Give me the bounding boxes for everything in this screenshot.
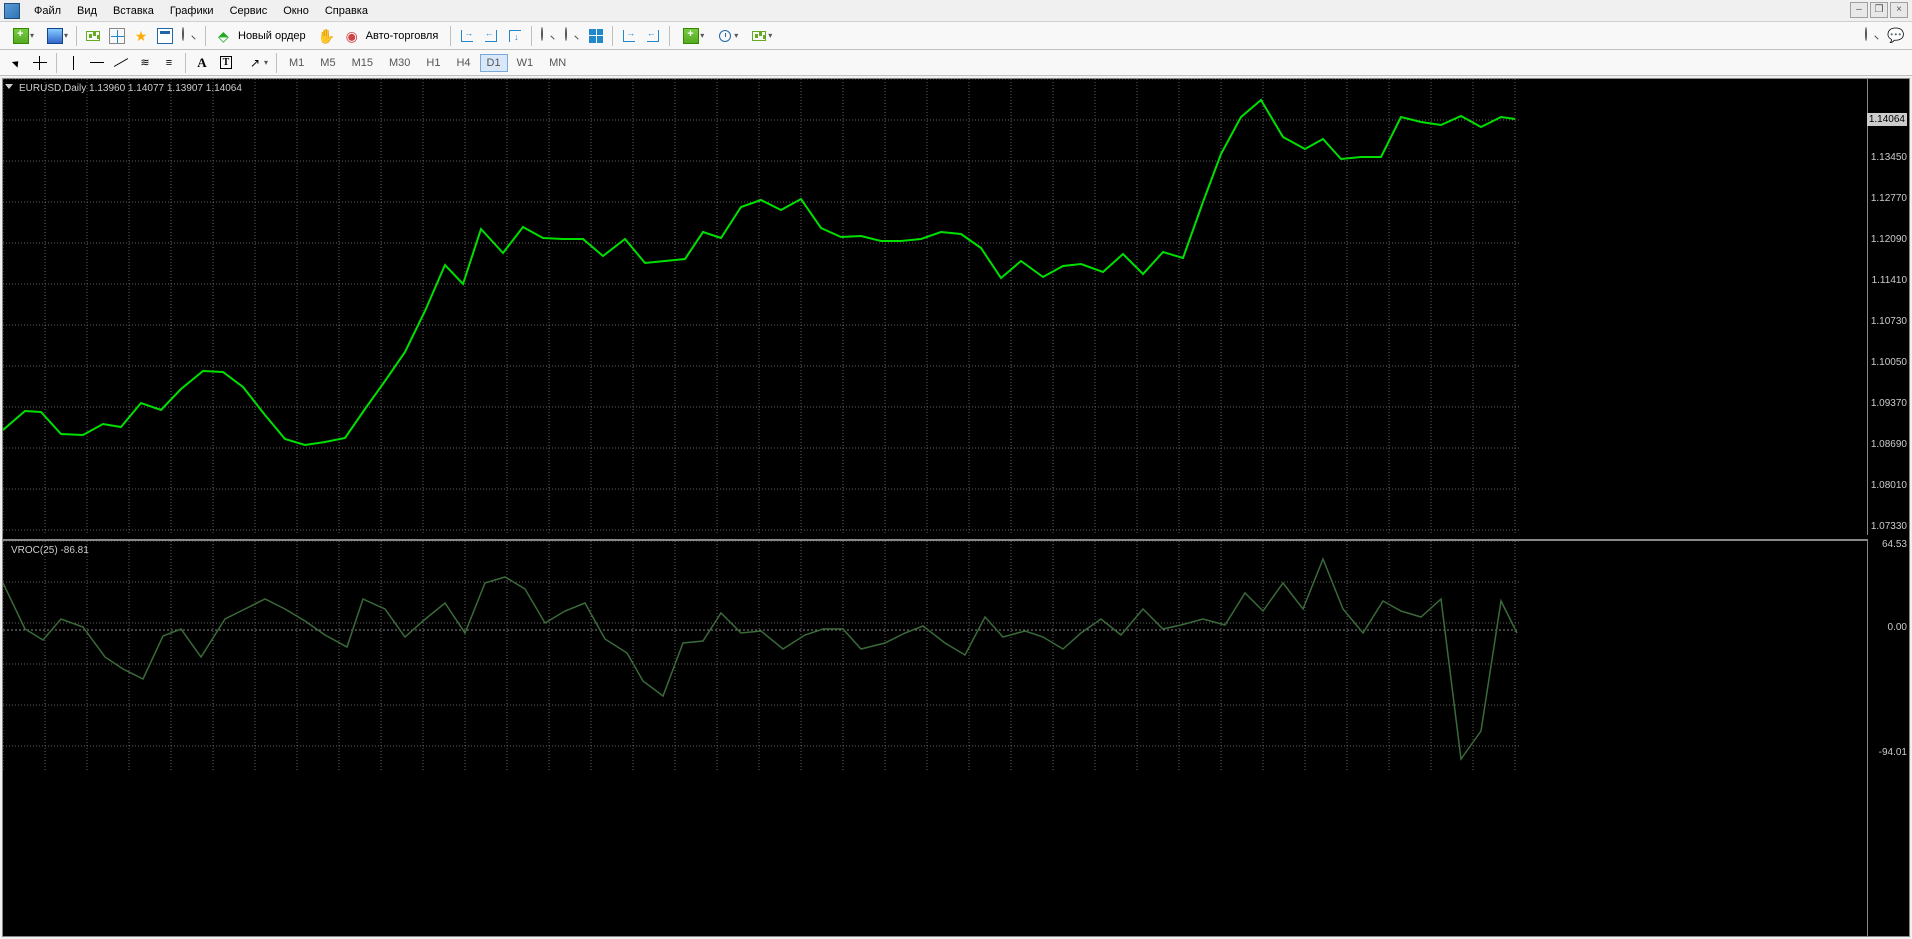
new-order-button[interactable]: ⬘Новый ордер — [211, 25, 313, 47]
menu-вставка[interactable]: Вставка — [105, 3, 162, 19]
price-tick: 1.13450 — [1871, 152, 1907, 163]
indicator-axis: 64.53 0.00 -94.01 — [1867, 539, 1909, 936]
chat-button[interactable]: 💬 — [1885, 25, 1907, 47]
timeframe-w1[interactable]: W1 — [510, 54, 541, 72]
fibonacci-tool[interactable]: ≡ — [158, 52, 180, 74]
price-axis: 1.14064 1.13450 1.12770 1.12090 1.11410 1.107… — [1867, 79, 1909, 535]
search-button[interactable] — [1861, 25, 1883, 47]
drawing-toolbar: ≋ ≡ A T ↗ M1M5M15M30H1H4D1W1MN — [0, 50, 1912, 76]
shift-end-button[interactable] — [618, 25, 640, 47]
zoom-in-button[interactable] — [537, 25, 559, 47]
menu-вид[interactable]: Вид — [69, 3, 105, 19]
price-tick: 1.09370 — [1871, 398, 1907, 409]
timeframe-h1[interactable]: H1 — [419, 54, 447, 72]
horizontal-line-tool[interactable] — [86, 52, 108, 74]
indicator-tick: -94.01 — [1879, 747, 1907, 758]
new-order-label: Новый ордер — [238, 30, 306, 42]
indicator-tick: 64.53 — [1882, 539, 1907, 550]
zoom-out-button[interactable] — [561, 25, 583, 47]
price-tick: 1.14064 — [1867, 113, 1907, 126]
menu-окно[interactable]: Окно — [275, 3, 317, 19]
indicator-tick: 0.00 — [1888, 622, 1907, 633]
terminal-button[interactable] — [154, 25, 176, 47]
autotrading-button[interactable]: ◉Авто-торговля — [339, 25, 446, 47]
price-chart[interactable]: EURUSD,Daily 1.13960 1.14077 1.13907 1.1… — [3, 79, 1867, 535]
price-tick: 1.07330 — [1871, 521, 1907, 532]
navigator-button[interactable]: ★ — [130, 25, 152, 47]
text-label-tool[interactable]: T — [215, 52, 237, 74]
text-tool[interactable]: A — [191, 52, 213, 74]
cursor-tool[interactable] — [5, 52, 27, 74]
chart-title-label: EURUSD,Daily 1.13960 1.14077 1.13907 1.1… — [19, 83, 242, 94]
timeframe-m1[interactable]: M1 — [282, 54, 311, 72]
equidistant-channel-tool[interactable]: ≋ — [134, 52, 156, 74]
chart-candles-button[interactable] — [480, 25, 502, 47]
market-watch-button[interactable] — [82, 25, 104, 47]
price-tick: 1.08010 — [1871, 480, 1907, 491]
price-tick: 1.12090 — [1871, 234, 1907, 245]
chart-area: EURUSD,Daily 1.13960 1.14077 1.13907 1.1… — [2, 78, 1910, 937]
close-button[interactable]: × — [1890, 2, 1908, 18]
indicators-button[interactable] — [675, 25, 707, 47]
auto-scroll-button[interactable] — [642, 25, 664, 47]
timeframe-d1[interactable]: D1 — [480, 54, 508, 72]
chart-line-button[interactable] — [504, 25, 526, 47]
app-icon — [4, 3, 20, 19]
main-toolbar: ★ ⬘Новый ордер ✋ ◉Авто-торговля 💬 — [0, 22, 1912, 50]
timeframe-m5[interactable]: M5 — [313, 54, 342, 72]
timeframe-m15[interactable]: M15 — [345, 54, 380, 72]
price-tick: 1.12770 — [1871, 193, 1907, 204]
timeframe-mn[interactable]: MN — [542, 54, 573, 72]
metaquotes-button[interactable]: ✋ — [315, 25, 337, 47]
profiles-button[interactable] — [39, 25, 71, 47]
periodicity-button[interactable] — [709, 25, 741, 47]
price-tick: 1.11410 — [1872, 275, 1907, 286]
strategy-tester-button[interactable] — [178, 25, 200, 47]
menu-файл[interactable]: Файл — [26, 3, 69, 19]
chart-menu-arrow[interactable] — [5, 84, 13, 89]
menu-графики[interactable]: Графики — [162, 3, 222, 19]
vertical-line-tool[interactable] — [62, 52, 84, 74]
menu-сервис[interactable]: Сервис — [222, 3, 276, 19]
maximize-button[interactable]: ❐ — [1870, 2, 1888, 18]
crosshair-tool[interactable] — [29, 52, 51, 74]
menu-bar: ФайлВидВставкаГрафикиСервисОкноСправка –… — [0, 0, 1912, 22]
price-tick: 1.08690 — [1871, 439, 1907, 450]
new-chart-button[interactable] — [5, 25, 37, 47]
templates-button[interactable] — [743, 25, 775, 47]
arrows-tool[interactable]: ↗ — [239, 52, 271, 74]
indicator-label: VROC(25) -86.81 — [11, 545, 89, 556]
minimize-button[interactable]: – — [1850, 2, 1868, 18]
timeframe-h4[interactable]: H4 — [449, 54, 477, 72]
price-tick: 1.10050 — [1871, 357, 1907, 368]
chart-bars-button[interactable] — [456, 25, 478, 47]
indicator-chart[interactable]: VROC(25) -86.81 — [3, 539, 1867, 936]
menu-справка[interactable]: Справка — [317, 3, 376, 19]
tile-windows-button[interactable] — [585, 25, 607, 47]
autotrading-label: Авто-торговля — [366, 30, 439, 42]
window-controls: – ❐ × — [1848, 2, 1908, 18]
crosshair-toggle[interactable] — [106, 25, 128, 47]
timeframe-m30[interactable]: M30 — [382, 54, 417, 72]
trendline-tool[interactable] — [110, 52, 132, 74]
price-tick: 1.10730 — [1871, 316, 1907, 327]
